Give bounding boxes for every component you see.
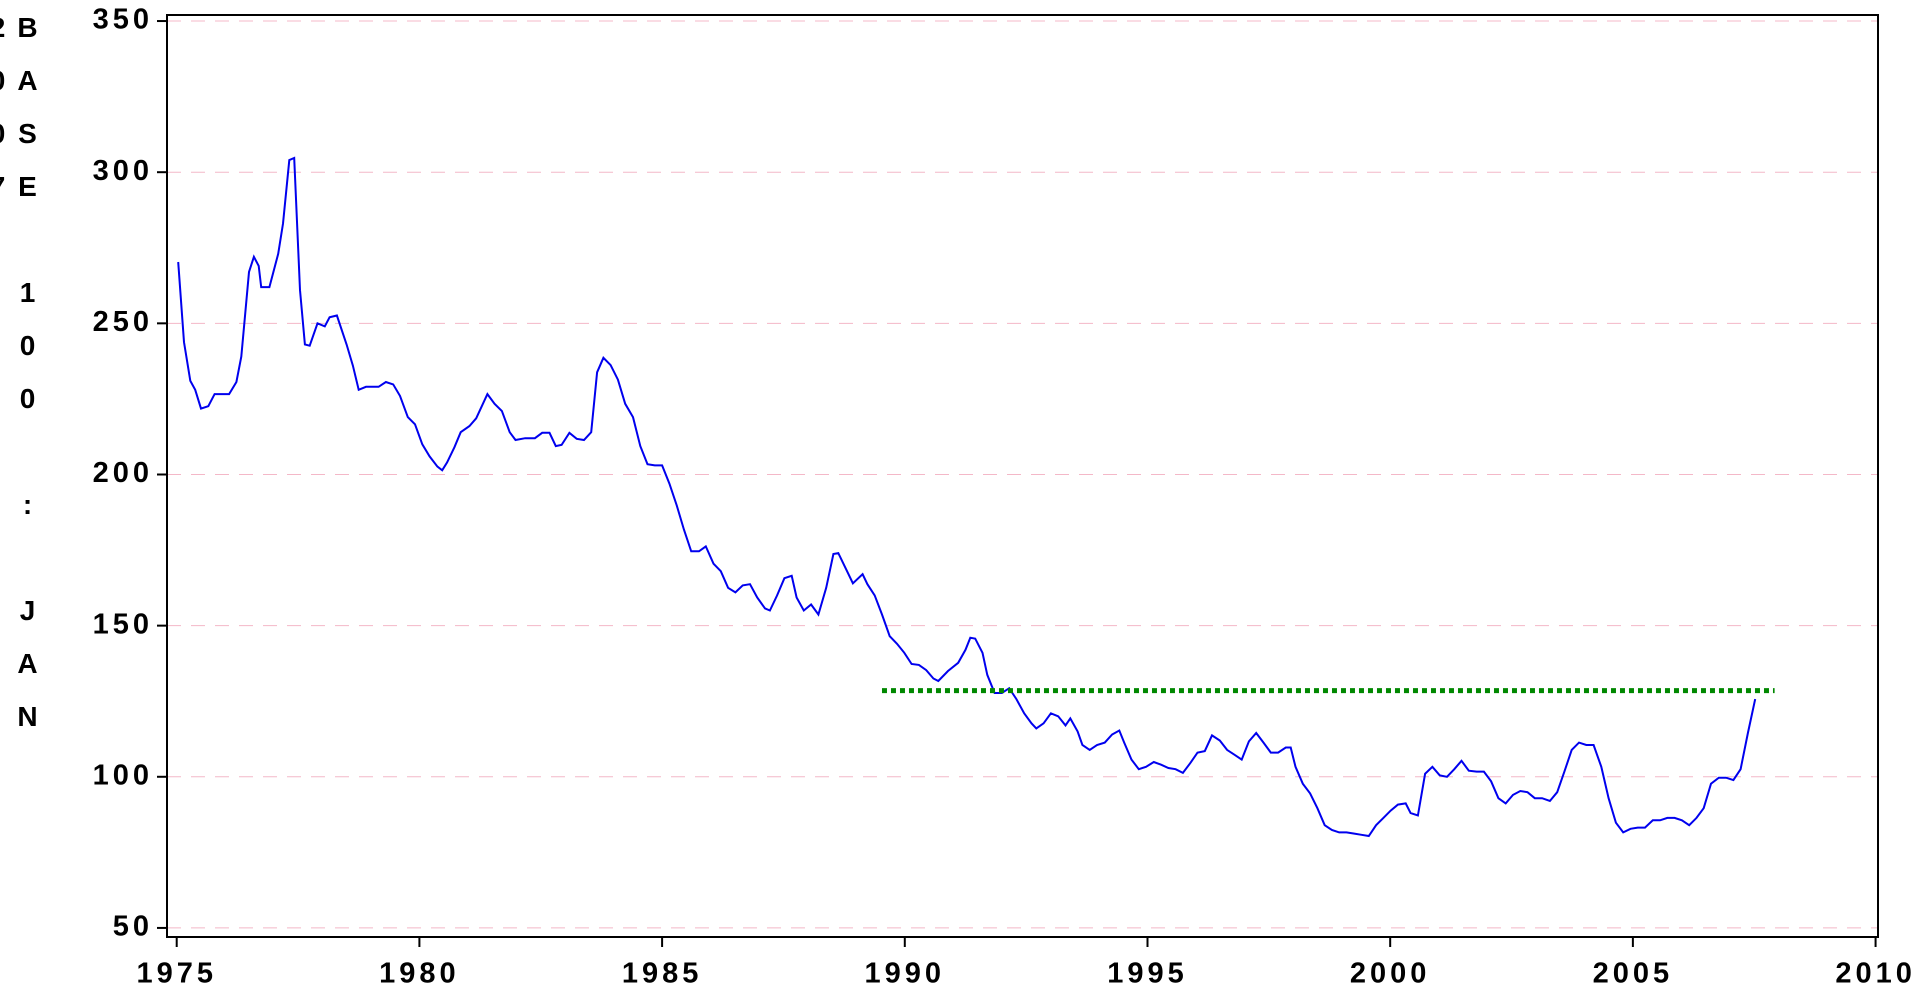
x-tick-label: 1990: [865, 958, 946, 990]
x-tick-label: 1980: [379, 958, 460, 990]
plot-frame: [166, 14, 1879, 938]
y-tick-label: 200: [93, 457, 153, 489]
y-tick-label: 150: [93, 608, 153, 640]
y-axis-label: BASE 100 : JAN 2007: [0, 12, 43, 754]
x-tick-label: 1995: [1107, 958, 1188, 990]
x-tick-label: 2010: [1835, 958, 1916, 990]
x-tick-label: 2005: [1593, 958, 1674, 990]
data-line: [177, 156, 1757, 838]
y-tick-label: 250: [93, 306, 153, 338]
y-tick-label: 350: [93, 4, 153, 36]
x-tick-label: 1985: [622, 958, 703, 990]
y-tick-label: 100: [93, 759, 153, 791]
y-tick-label: 50: [113, 911, 153, 943]
x-tick-label: 1975: [136, 958, 217, 990]
x-tick-label: 2000: [1350, 958, 1431, 990]
y-tick-label: 300: [93, 155, 153, 187]
